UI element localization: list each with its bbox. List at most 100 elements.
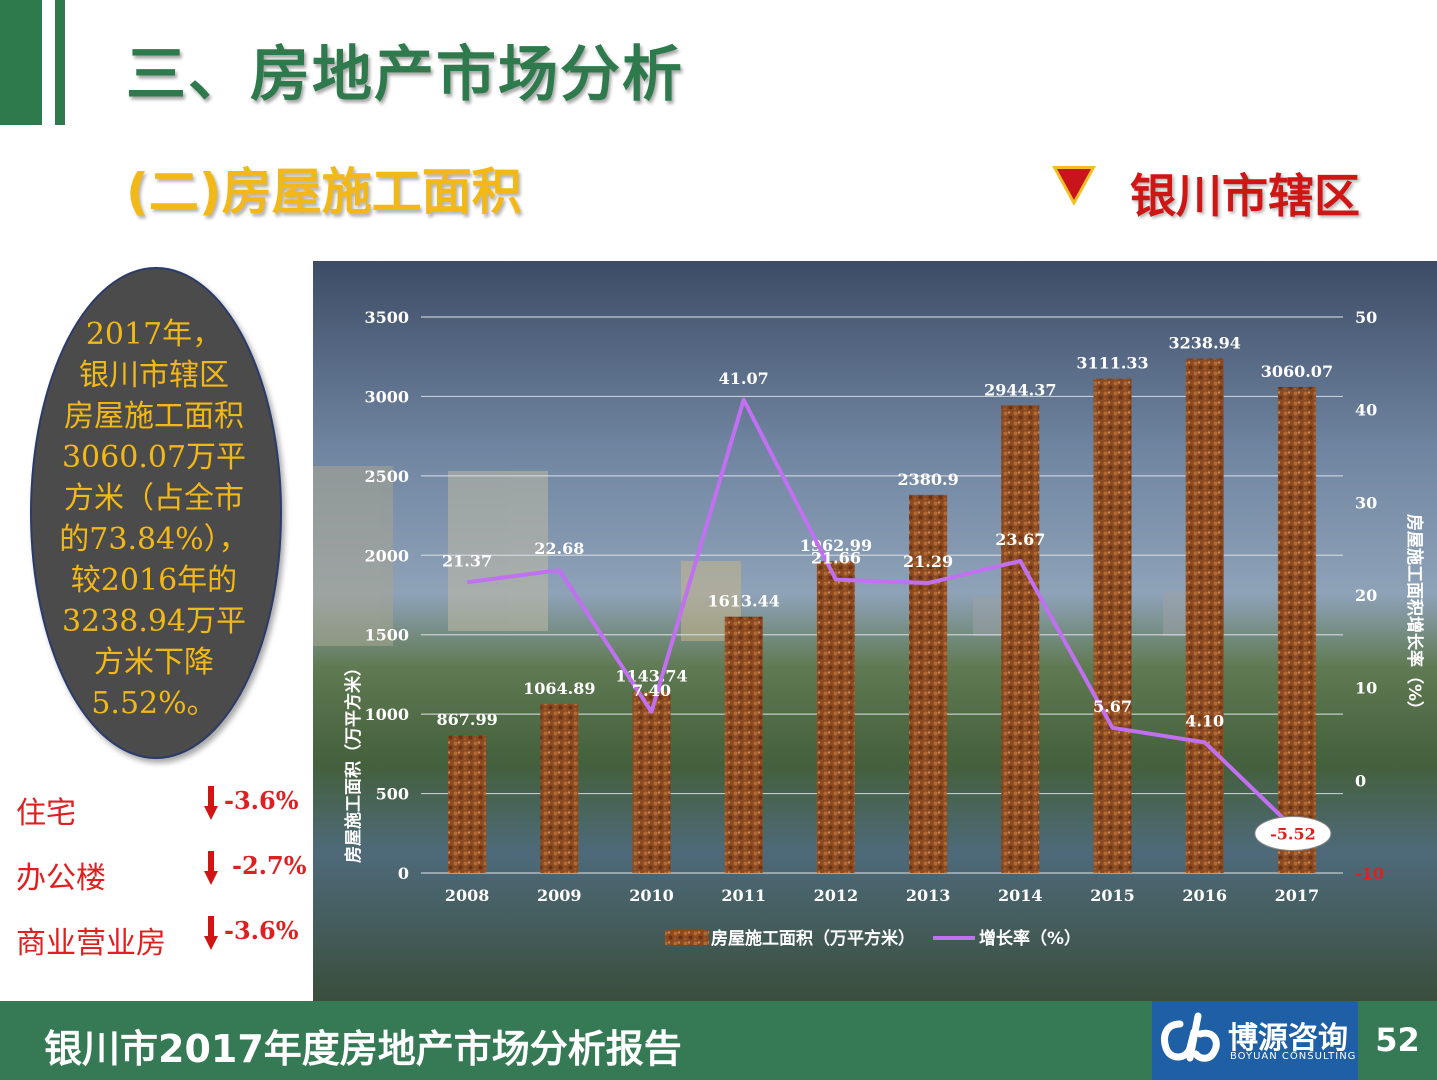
bar [632, 691, 671, 873]
x-tick-label: 2017 [1275, 886, 1320, 905]
logo-subtitle: BOYUAN CONSULTING [1230, 1051, 1357, 1062]
summary-line: 5.52%。 [91, 686, 217, 721]
line-data-labels: 21.37 22.68 7.40 41.07 21.66 21.29 23.67 5.67 4.… [442, 369, 1332, 851]
line-label: 22.68 [534, 539, 584, 558]
x-tick-label: 2013 [906, 886, 951, 905]
x-tick-label: 2014 [998, 886, 1043, 905]
arrow-down-icon [204, 851, 218, 885]
bar [1001, 405, 1040, 873]
bar-label: 3238.94 [1169, 333, 1241, 352]
bar-data-labels: 867.991064.891143.741613.441962.992380.9… [436, 333, 1333, 729]
line-label: 5.67 [1093, 697, 1132, 716]
y2-tick-label: 40 [1355, 401, 1377, 420]
line-label: 4.10 [1185, 711, 1224, 730]
bar [909, 494, 948, 873]
line-label: 23.67 [995, 530, 1045, 549]
y2-tick-label: 50 [1355, 308, 1377, 327]
line-label: 21.37 [442, 551, 492, 570]
bar-label: 867.99 [436, 710, 497, 729]
line-label: 21.29 [903, 552, 953, 571]
bar [816, 561, 855, 873]
line-label: 41.07 [719, 369, 769, 388]
page-title: 三、房地产市场分析 [126, 40, 684, 110]
legend-line-label: 增长率（%） [979, 928, 1081, 949]
bar-series [448, 358, 1316, 873]
sector-row-commercial: 商业营业房 -3.6% [16, 916, 306, 961]
header-accent-bar-thin [55, 0, 65, 125]
summary-text: 2017年， 银川市辖区 房屋施工面积 3060.07万平 方米（占全市 的73… [36, 314, 272, 724]
bar-label: 1064.89 [523, 679, 595, 698]
x-axis: 2008 2009 2010 2011 2012 2013 2014 2015 2016 2017 [445, 886, 1319, 905]
sector-label: 商业营业房 [16, 926, 166, 961]
combo-chart: 0 500 1000 1500 2000 2500 3000 3500 -10 0 10 20 30 4… [313, 261, 1437, 1001]
sector-change: -2.7% [232, 851, 307, 880]
bar-label: 1613.44 [708, 592, 780, 611]
bar [540, 703, 579, 873]
summary-line: 的73.84%）， [59, 522, 249, 557]
y-tick-label: 2000 [364, 546, 409, 565]
bar [1093, 378, 1132, 873]
negative-label-bubble [1254, 815, 1332, 851]
sector-change: -3.6% [224, 786, 299, 815]
y2-tick-label: 20 [1355, 586, 1377, 605]
y-axis-right: -10 0 10 20 30 40 50 [1355, 308, 1384, 883]
y-tick-label: 1000 [364, 705, 409, 724]
sector-change: -3.6% [224, 916, 299, 945]
arrow-down-icon [204, 916, 218, 950]
bar-label: 2944.37 [984, 380, 1056, 399]
y-tick-label: 3500 [364, 308, 409, 327]
summary-bubble [30, 267, 282, 759]
sector-row-office: 办公楼 -2.7% [16, 851, 307, 896]
bar-label: 3060.07 [1261, 362, 1333, 381]
x-tick-label: 2015 [1090, 886, 1135, 905]
logo-block [1152, 1001, 1358, 1080]
summary-line: 方米下降 [94, 645, 214, 680]
bar [1277, 386, 1316, 873]
x-tick-label: 2010 [629, 886, 674, 905]
bar-label: 3111.33 [1076, 354, 1148, 373]
line-label: -5.52 [1270, 824, 1316, 843]
boyuan-logo-icon [1161, 1012, 1220, 1062]
header-accent-bar [0, 0, 42, 125]
sector-label: 办公楼 [16, 861, 106, 896]
bar-label: 2380.9 [897, 470, 958, 489]
summary-line: 3238.94万平 [61, 604, 247, 639]
bar [1185, 358, 1224, 873]
y-tick-label: 1500 [364, 626, 409, 645]
summary-line: 2017年， [85, 317, 223, 352]
legend-bar-swatch [665, 930, 709, 945]
y-axis-left: 0 500 1000 1500 2000 2500 3000 3500 [364, 308, 409, 883]
y2-tick-label: 10 [1355, 679, 1377, 698]
triangle-down-icon [1052, 166, 1096, 206]
line-label: 7.40 [632, 681, 671, 700]
summary-line: 3060.07万平 [61, 440, 247, 475]
summary-line: 较2016年的 [70, 563, 238, 598]
x-tick-label: 2008 [445, 886, 490, 905]
summary-line: 银川市辖区 [79, 358, 229, 393]
y2-tick-label: 30 [1355, 493, 1377, 512]
y-tick-label: 500 [376, 785, 409, 804]
x-tick-label: 2011 [721, 886, 766, 905]
y-axis-left-label: 房屋施工面积（万平方米） [343, 659, 364, 863]
y2-tick-label: 0 [1355, 771, 1366, 790]
sector-row-residential: 住宅 -3.6% [16, 786, 306, 831]
chart-panel: 0 500 1000 1500 2000 2500 3000 3500 -10 0 10 20 30 4… [313, 261, 1437, 1001]
bar [724, 616, 763, 873]
line-label: 21.66 [811, 549, 861, 568]
sector-label: 住宅 [16, 796, 76, 831]
chart-legend: 房屋施工面积（万平方米） 增长率（%） [665, 928, 1081, 949]
y-tick-label: 0 [398, 864, 409, 883]
y-tick-label: 2500 [364, 467, 409, 486]
report-title: 银川市2017年度房地产市场分析报告 [44, 1027, 682, 1071]
summary-line: 房屋施工面积 [64, 399, 244, 434]
bar [448, 735, 487, 873]
logo-name: 博源咨询 [1228, 1021, 1348, 1056]
growth-rate-line [466, 397, 1299, 833]
y-axis-right-label: 房屋施工面积增长率（%） [1404, 514, 1425, 718]
x-tick-label: 2012 [814, 886, 859, 905]
page-number: 52 [1375, 1021, 1420, 1059]
arrow-down-icon [204, 786, 218, 820]
summary-line: 方米（占全市 [64, 481, 244, 516]
x-tick-label: 2009 [537, 886, 582, 905]
y-tick-label: 3000 [364, 387, 409, 406]
